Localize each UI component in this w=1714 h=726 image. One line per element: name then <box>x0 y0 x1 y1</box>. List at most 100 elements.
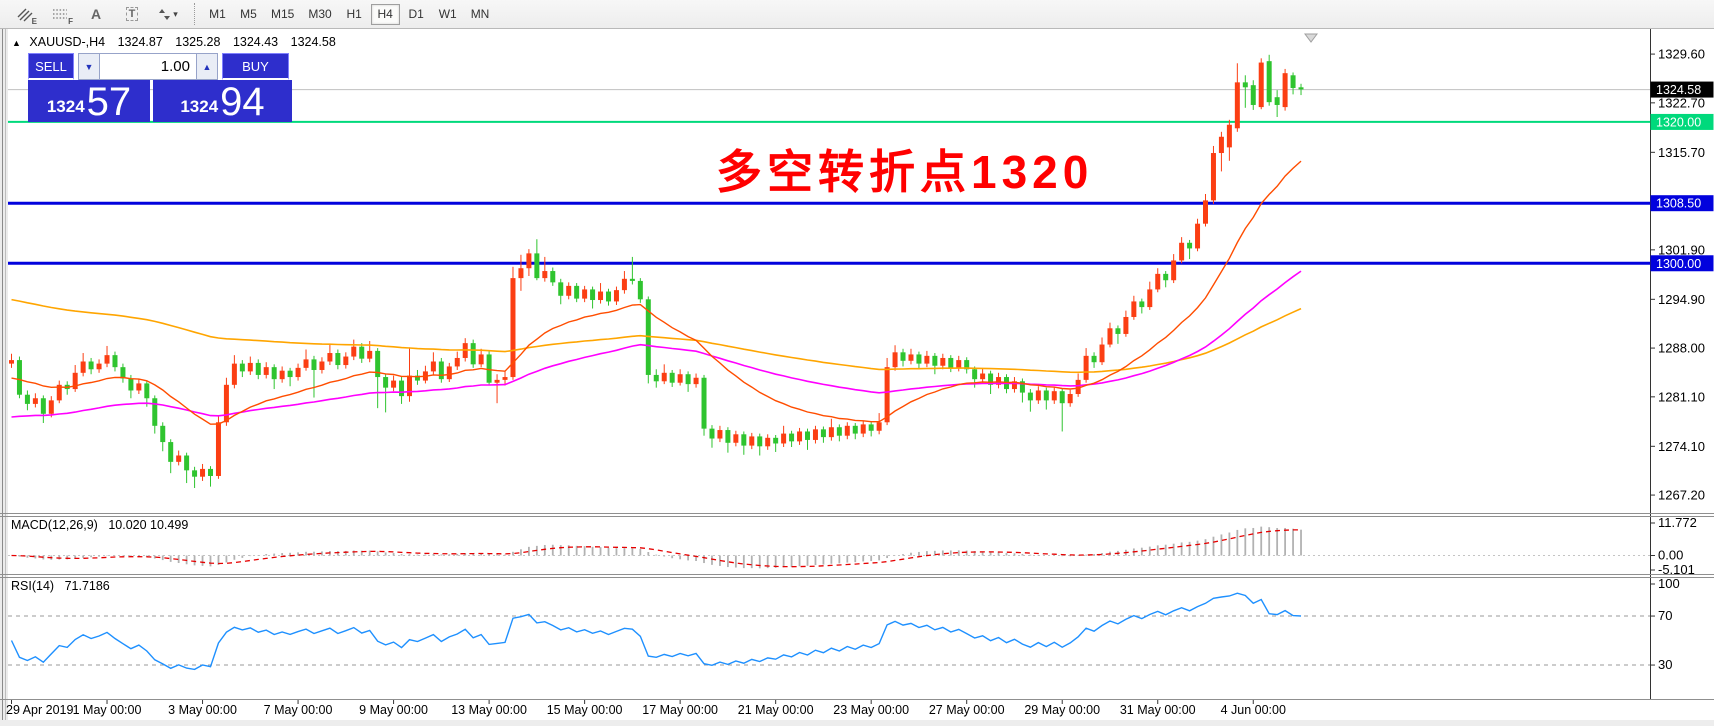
date-tick-label: 4 Jun 00:00 <box>1221 703 1286 717</box>
price-tick: 1294.90 <box>1658 292 1705 307</box>
arrows-tool-button[interactable]: ▾ <box>152 2 184 27</box>
macd-scale-tick: 0.00 <box>1658 548 1683 563</box>
buy-price-small: 1324 <box>180 97 219 116</box>
macd-scale-tick: -5.101 <box>1658 562 1695 577</box>
rsi-label: RSI(14) 71.7186 <box>11 579 110 593</box>
price-marker-1308.50 <box>1650 195 1714 212</box>
buy-button-label: BUY <box>242 58 269 74</box>
tool-sub-label: F <box>68 16 73 26</box>
fibonacci-lines-icon <box>53 8 67 19</box>
price-tick: 1329.60 <box>1658 47 1705 62</box>
date-tick-label: 7 May 00:00 <box>264 703 333 717</box>
date-tick-label: 15 May 00:00 <box>547 703 623 717</box>
spinner-up-icon: ▲ <box>202 61 212 72</box>
timeframe-button-H1[interactable]: H1 <box>340 4 369 25</box>
ohlc-high: 1325.28 <box>175 35 221 49</box>
sell-button-label: SELL <box>35 58 67 74</box>
rsi-scale-tick: 100 <box>1658 576 1680 591</box>
chart-header: ▲ XAUUSD-,H4 1324.87 1325.28 1324.43 132… <box>12 35 336 49</box>
sell-button[interactable]: SELL <box>28 53 74 80</box>
rsi-value: 71.7186 <box>64 579 110 593</box>
date-tick-label: 29 May 00:00 <box>1024 703 1100 717</box>
volume-decrease-button[interactable]: ▼ <box>78 53 100 80</box>
rsi-line <box>10 592 1302 671</box>
macd-label: MACD(12,26,9) 10.020 10.499 <box>11 518 188 532</box>
buy-price-big: 94 <box>220 80 265 124</box>
equidistant-channel-tool-button[interactable]: E <box>8 2 40 27</box>
date-tick-label: 1 May 00:00 <box>73 703 142 717</box>
sell-price-small: 1324 <box>46 97 85 116</box>
text-tool-icon: A <box>90 6 102 22</box>
svg-text:1320.00: 1320.00 <box>1656 115 1701 129</box>
svg-text:1308.50: 1308.50 <box>1656 197 1701 211</box>
candles-layer <box>9 54 1304 489</box>
chart-canvas[interactable]: 1329.60 1322.70 1315.70 1301.90 1294.90 1288.… <box>0 29 1714 726</box>
timeframe-button-M1[interactable]: M1 <box>203 4 232 25</box>
buy-price-button[interactable]: 1324 94 <box>153 80 292 122</box>
price-tick: 1281.10 <box>1658 389 1705 404</box>
fibonacci-tool-button[interactable]: F <box>44 2 76 27</box>
scroll-marker-icon <box>1304 33 1318 43</box>
date-tick-label: 27 May 00:00 <box>929 703 1005 717</box>
spinner-down-icon: ▼ <box>84 61 94 72</box>
timeframe-button-D1[interactable]: D1 <box>402 4 431 25</box>
date-tick-label: 3 May 00:00 <box>168 703 237 717</box>
channel-scribble-icon <box>17 8 32 21</box>
macd-name: MACD(12,26,9) <box>11 518 98 532</box>
timeframe-button-M15[interactable]: M15 <box>265 4 300 25</box>
rsi-panel <box>8 592 1650 671</box>
volume-increase-button[interactable]: ▲ <box>196 53 218 80</box>
macd-values: 10.020 10.499 <box>108 518 189 532</box>
ohlc-open: 1324.87 <box>117 35 163 49</box>
date-tick-label: 9 May 00:00 <box>359 703 428 717</box>
ohlc-low: 1324.43 <box>232 35 279 49</box>
price-tick: 1301.90 <box>1658 242 1705 257</box>
collapse-triangle-icon[interactable]: ▲ <box>12 38 21 48</box>
timeframe-button-M30[interactable]: M30 <box>302 4 337 25</box>
macd-signal-line <box>11 529 1302 568</box>
volume-input[interactable] <box>100 53 196 80</box>
date-tick-label: 23 May 00:00 <box>833 703 909 717</box>
svg-text:1300.00: 1300.00 <box>1656 257 1701 271</box>
date-tick-label: 21 May 00:00 <box>738 703 814 717</box>
timeframe-button-M5[interactable]: M5 <box>234 4 263 25</box>
chevron-down-icon: ▾ <box>173 8 178 19</box>
price-tick: 1288.00 <box>1658 341 1705 356</box>
ohlc-close: 1324.58 <box>290 35 336 49</box>
chart-annotation-text: 多空转折点1320 <box>716 146 1094 198</box>
sell-price-button[interactable]: 1324 57 <box>28 80 150 122</box>
price-marker-1300.00 <box>1650 255 1714 272</box>
macd-panel <box>8 526 1650 569</box>
one-click-trading-panel: SELL ▼ ▲ BUY 1324 57 1324 94 <box>28 53 292 122</box>
price-marker-1320.00 <box>1650 113 1714 130</box>
date-tick-label: 13 May 00:00 <box>451 703 527 717</box>
buy-button[interactable]: BUY <box>222 53 289 80</box>
rsi-scale-tick: 30 <box>1658 657 1672 672</box>
text-tool-button[interactable]: A <box>80 2 112 27</box>
symbol-title: XAUUSD-,H4 <box>29 35 106 49</box>
timeframe-button-H4[interactable]: H4 <box>370 3 400 25</box>
date-tick-label: 17 May 00:00 <box>642 703 718 717</box>
arrows-icon <box>159 8 171 20</box>
price-tick: 1315.70 <box>1658 145 1705 160</box>
toolbar-separator <box>194 3 195 25</box>
fast-ma <box>11 160 1302 425</box>
price-tick: 1274.10 <box>1658 439 1705 454</box>
price-tick: 1267.20 <box>1658 488 1705 503</box>
date-tick-label: 31 May 00:00 <box>1120 703 1196 717</box>
date-tick-label: 29 Apr 2019 <box>6 703 73 717</box>
rsi-scale-tick: 70 <box>1658 608 1672 623</box>
sell-price-big: 57 <box>86 80 132 124</box>
timeframe-button-MN[interactable]: MN <box>465 4 496 25</box>
rsi-name: RSI(14) <box>11 579 55 593</box>
text-label-tool-button[interactable]: T <box>116 2 148 27</box>
macd-scale-tick: 11.772 <box>1658 515 1697 530</box>
slow-ma <box>11 298 1302 374</box>
price-tick: 1322.70 <box>1658 95 1705 110</box>
tool-sub-label: E <box>31 16 37 26</box>
toolbar: E F A T ▾ M1 M5 M15 M30 H1 H4 D1 W1 MN <box>0 0 1714 29</box>
text-label-icon: T <box>125 7 139 21</box>
timeframe-button-W1[interactable]: W1 <box>433 4 463 25</box>
price-marker-1324.58 <box>1650 81 1714 98</box>
